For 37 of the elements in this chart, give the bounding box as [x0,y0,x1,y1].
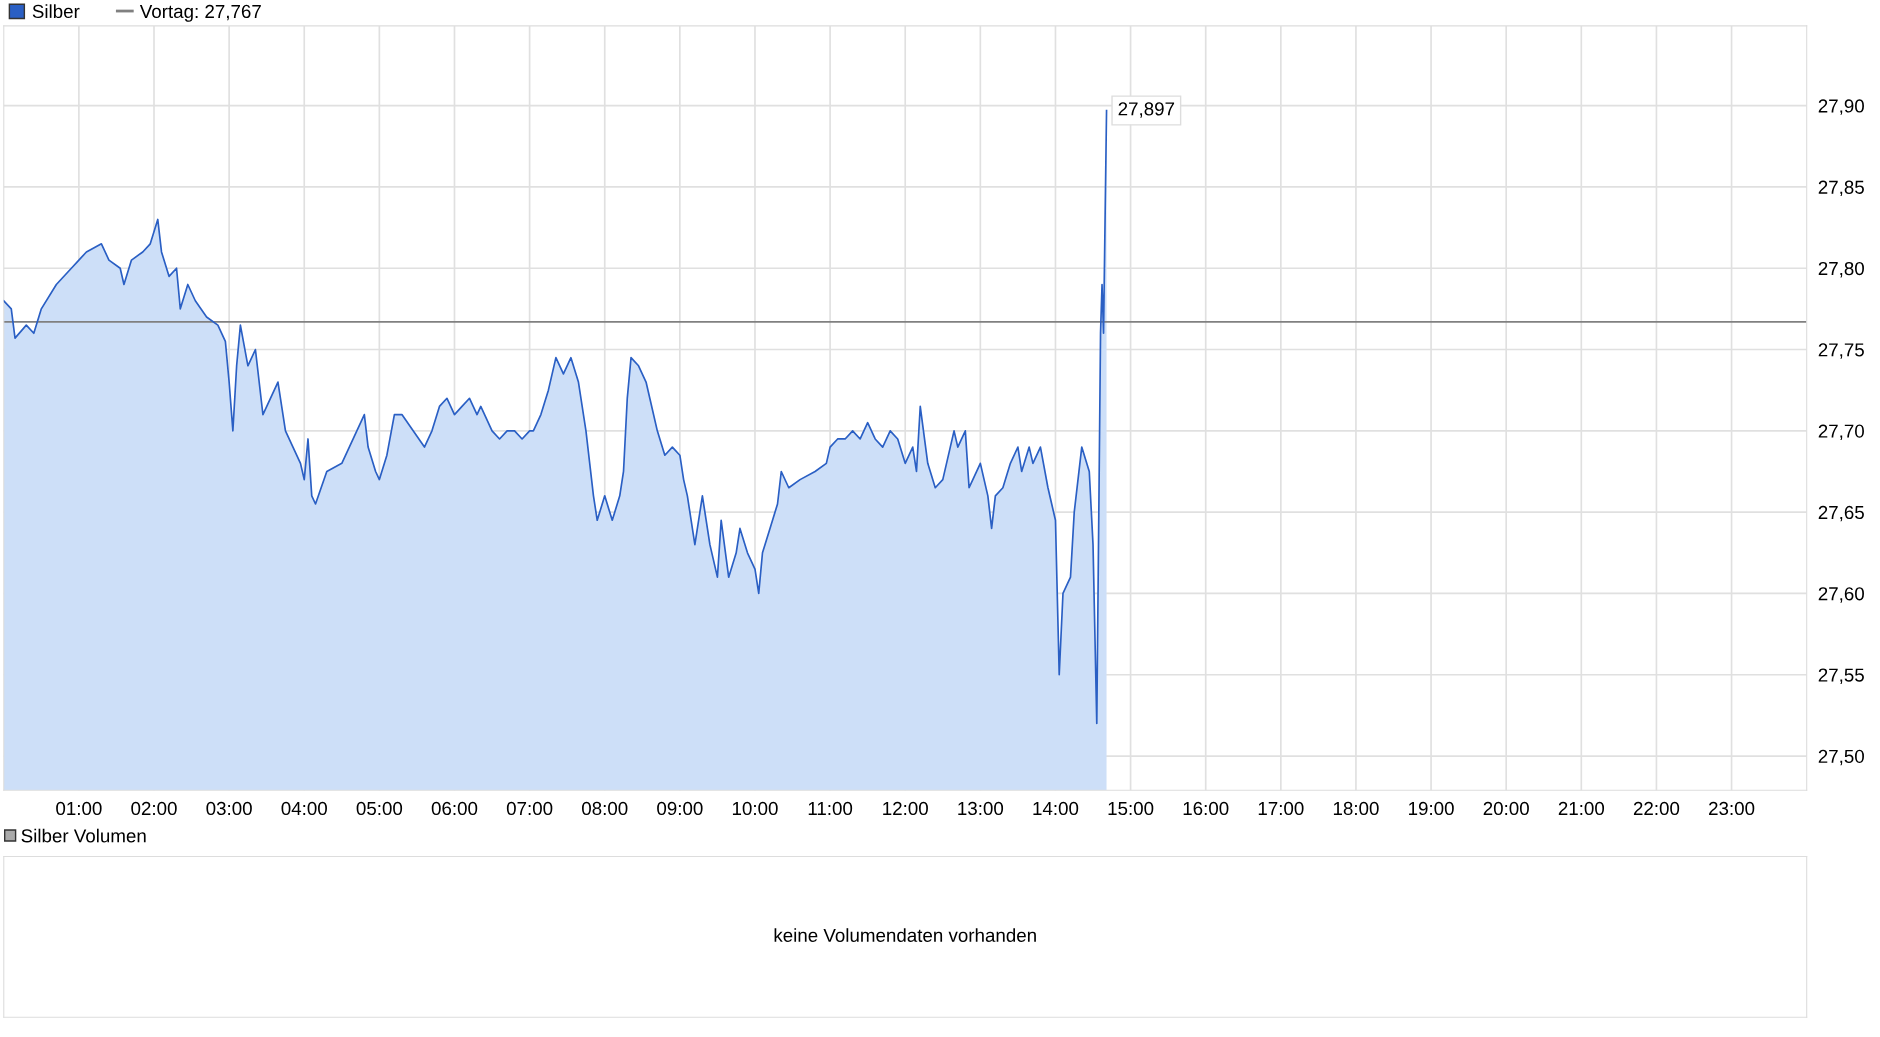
x-tick-label: 06:00 [431,801,478,816]
x-tick-label: 09:00 [657,801,703,816]
x-tick-label: 22:00 [1633,801,1680,816]
y-tick-label: 27,55 [1818,668,1864,684]
annotation: 27,897 [1118,102,1175,118]
y-tick-label: 27,90 [1818,99,1864,115]
x-tick-label: 14:00 [1033,801,1079,816]
x-tick-label: 04:00 [281,801,327,816]
y-tick-label: 27,70 [1818,424,1864,441]
text: keine Volumendaten vorhanden [774,928,1036,942]
x-tick-label: 20:00 [1483,801,1529,816]
x-tick-label: 15:00 [1108,801,1154,816]
text: Silber Volumen [21,828,146,843]
x-tick-label: 03:00 [206,801,252,816]
y-tick-label: 27,65 [1818,505,1864,522]
x-tick-label: 18:00 [1333,801,1379,816]
legend-label: Vortag: 27,767 [139,4,261,22]
x-tick-label: 08:00 [582,801,628,816]
x-tick-label: 17:00 [1258,801,1304,816]
x-tick-label: 07:00 [506,801,553,816]
x-tick-label: 12:00 [883,801,928,816]
x-tick-label: 13:00 [958,801,1004,816]
x-tick-label: 16:00 [1183,801,1229,816]
y-tick-label: 27,85 [1818,180,1864,197]
x-tick-label: 19:00 [1409,801,1454,816]
x-tick-label: 05:00 [356,801,403,816]
y-tick-label: 27,60 [1818,587,1864,603]
x-tick-label: 01:00 [56,801,102,816]
y-tick-label: 27,75 [1818,343,1864,359]
x-tick-label: 11:00 [808,801,853,816]
x-tick-label: 10:00 [732,801,778,816]
x-tick-label: 21:00 [1558,801,1605,816]
x-tick-label: 23:00 [1709,801,1755,816]
x-tick-label: 02:00 [131,801,177,816]
y-tick-label: 27,80 [1818,261,1864,278]
y-tick-label: 27,50 [1818,749,1864,766]
legend-label: Silber [32,4,80,19]
